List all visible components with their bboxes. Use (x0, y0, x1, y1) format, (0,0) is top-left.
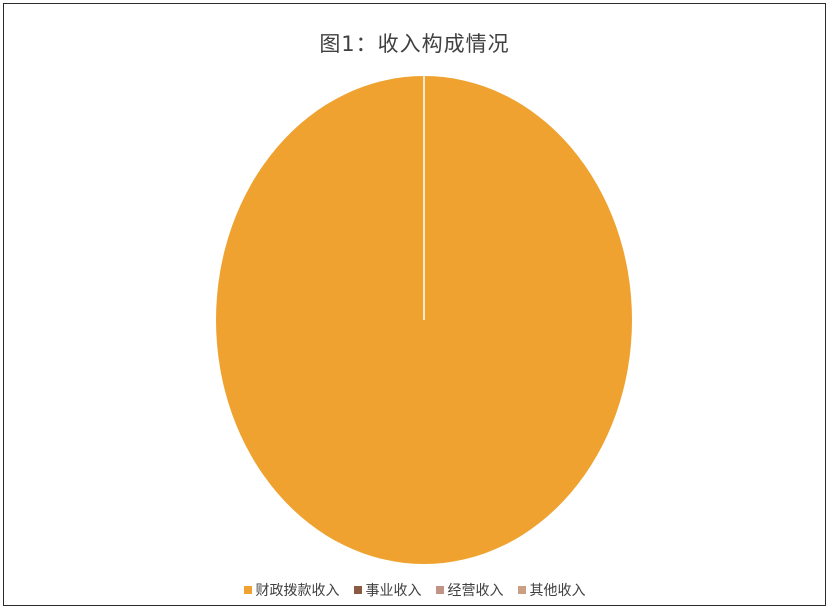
legend-item-fiscal: 财政拨款收入 (243, 580, 340, 600)
legend-swatch-fiscal (243, 586, 252, 594)
legend-label-fiscal: 财政拨款收入 (255, 583, 340, 599)
legend-label-other: 其他收入 (529, 583, 586, 599)
legend-swatch-other (517, 586, 526, 594)
legend-item-business: 事业收入 (353, 580, 422, 600)
chart-title: 图1：收入构成情况 (319, 32, 510, 56)
pie-chart (216, 76, 632, 564)
legend-item-operating: 经营收入 (435, 580, 504, 600)
legend-swatch-business (353, 586, 362, 594)
chart-frame: 图1：收入构成情况 财政拨款收入 事业收入 经营收入 其他收入 (3, 3, 826, 606)
legend-label-operating: 经营收入 (447, 583, 504, 599)
legend-swatch-operating (435, 586, 444, 594)
legend-item-other: 其他收入 (517, 580, 586, 600)
pie-slices (216, 76, 632, 564)
chart-legend: 财政拨款收入 事业收入 经营收入 其他收入 (4, 580, 825, 600)
legend-label-business: 事业收入 (365, 583, 422, 599)
